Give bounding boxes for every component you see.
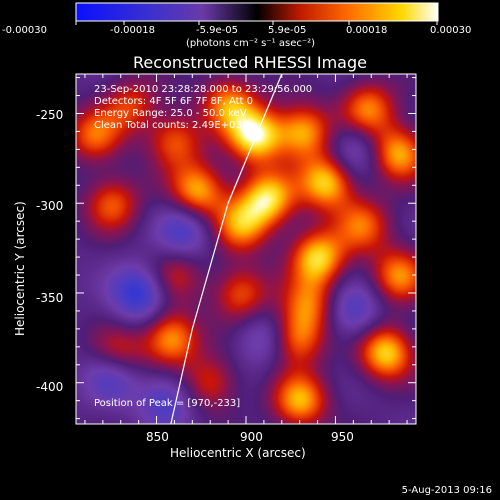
axis-ticks [76, 74, 416, 424]
colorbar-unit-label: (photons cm⁻² s⁻¹ asec⁻²) [186, 38, 316, 49]
colorbar [75, 2, 439, 25]
heatmap-image [76, 74, 416, 424]
colorbar-tick-label: 5.9e-05 [268, 25, 307, 36]
y-tick-label: -250 [36, 108, 64, 122]
x-tick-label: 900 [240, 430, 263, 444]
colorbar-tick-label: 0.00030 [430, 25, 472, 36]
y-axis-label: Heliocentric Y (arcsec) [13, 201, 27, 336]
footer-date: 5-Aug-2013 09:16 [401, 485, 492, 496]
annotation-time: 23-Sep-2010 23:28:28.000 to 23:29:56.000 [94, 84, 313, 95]
x-tick-label: 950 [331, 430, 354, 444]
y-tick-label: -350 [36, 291, 64, 305]
colorbar-tick-label: 0.00018 [346, 25, 388, 36]
annotation-energy: Energy Range: 25.0 - 50.0 keV [94, 108, 247, 119]
peak-position-label: Position of Peak = [970,-233] [94, 398, 241, 409]
annotation-detectors: Detectors: 4F 5F 6F 7F 8F, Att 0 [94, 96, 254, 107]
chart-title: Reconstructed RHESSI Image [133, 53, 367, 72]
annotation-counts: Clean Total counts: 2.49E+03 [94, 120, 242, 131]
x-axis-label: Heliocentric X (arcsec) [170, 446, 306, 460]
y-tick-label: -400 [36, 380, 64, 394]
y-tick-label: -300 [36, 199, 64, 213]
colorbar-tick-label: -5.9e-05 [196, 25, 238, 36]
colorbar-tick-label: -0.00030 [2, 25, 47, 36]
colorbar-gradient [75, 2, 439, 22]
solar-limb-line [170, 73, 283, 425]
colorbar-tick-label: -0.00018 [110, 25, 155, 36]
x-tick-label: 850 [146, 430, 169, 444]
